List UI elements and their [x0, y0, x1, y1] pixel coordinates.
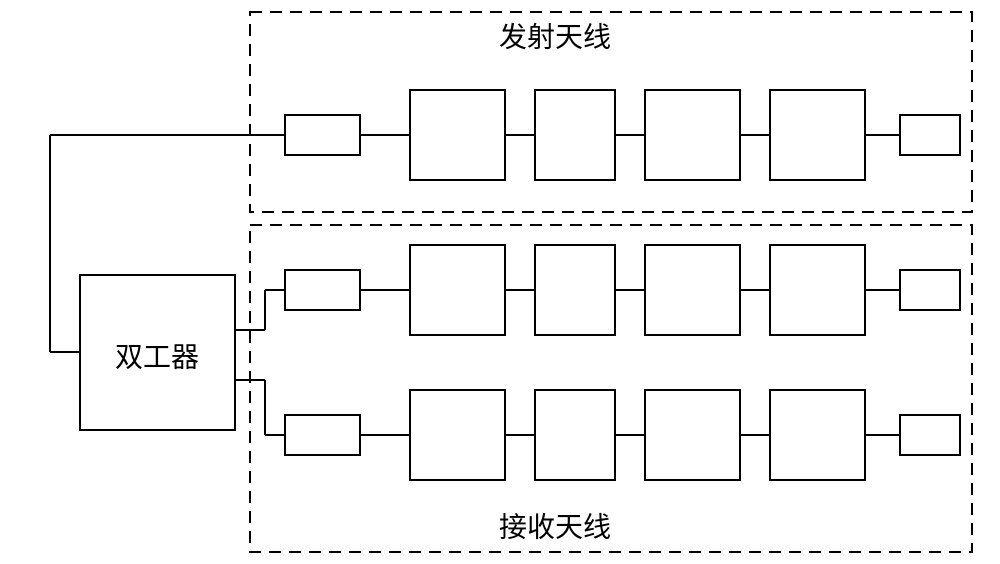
rx-chain-2-box-1 — [410, 390, 505, 480]
rx-chain-2-box-3 — [645, 390, 740, 480]
tx-chain-box-0 — [285, 115, 360, 155]
rx-chain-2-box-0 — [285, 415, 360, 455]
tx-chain-box-3 — [645, 90, 740, 180]
rx-chain-1-box-3 — [645, 245, 740, 335]
rx-chain-1-box-4 — [770, 245, 865, 335]
tx-chain-box-2 — [535, 90, 615, 180]
rx-chain-1-box-5 — [900, 270, 960, 310]
rx-chain-2-box-4 — [770, 390, 865, 480]
block-diagram: 双工器 发射天线接收天线 — [0, 0, 1000, 564]
duplexer-label: 双工器 — [115, 342, 199, 373]
rx-chain-1-box-2 — [535, 245, 615, 335]
tx-chain-box-5 — [900, 115, 960, 155]
tx-chain-box-4 — [770, 90, 865, 180]
rx-chain-2-box-5 — [900, 415, 960, 455]
tx-antenna-label: 发射天线 — [499, 21, 611, 53]
rx-antenna-group — [250, 225, 972, 552]
rx-chain-2-box-2 — [535, 390, 615, 480]
rx-chain-1-box-1 — [410, 245, 505, 335]
rx-chain-1-box-0 — [285, 270, 360, 310]
rx-antenna-label: 接收天线 — [499, 511, 611, 543]
tx-chain-box-1 — [410, 90, 505, 180]
